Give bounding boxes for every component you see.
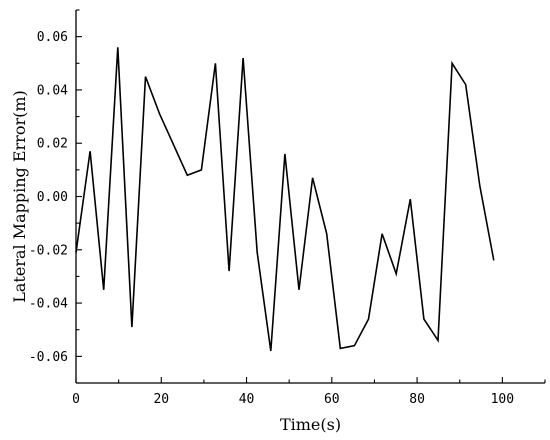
y-tick-label: -0.02	[29, 243, 68, 258]
x-tick-label: 60	[324, 392, 340, 407]
x-tick-label: 100	[491, 392, 514, 407]
y-tick-label: -0.04	[29, 297, 68, 312]
y-tick-label: 0.06	[37, 30, 68, 45]
x-tick-label: 80	[409, 392, 425, 407]
x-axis-ticks: 0 20 40 60 80 100	[72, 377, 546, 407]
x-tick-label: 0	[72, 392, 80, 407]
y-tick-label: 0.02	[37, 137, 68, 152]
y-tick-label: 0.00	[37, 190, 68, 205]
x-axis-title: Time(s)	[280, 415, 341, 434]
series-line	[75, 47, 495, 352]
y-tick-label: 0.04	[37, 83, 68, 98]
y-tick-label: -0.06	[29, 350, 68, 365]
y-axis-title: Lateral Mapping Error(m)	[10, 90, 29, 303]
x-tick-label: 40	[239, 392, 255, 407]
y-axis-ticks: -0.06 -0.04 -0.02 0.00 0.02 0.04 0.06	[29, 9, 82, 384]
x-tick-label: 20	[153, 392, 169, 407]
